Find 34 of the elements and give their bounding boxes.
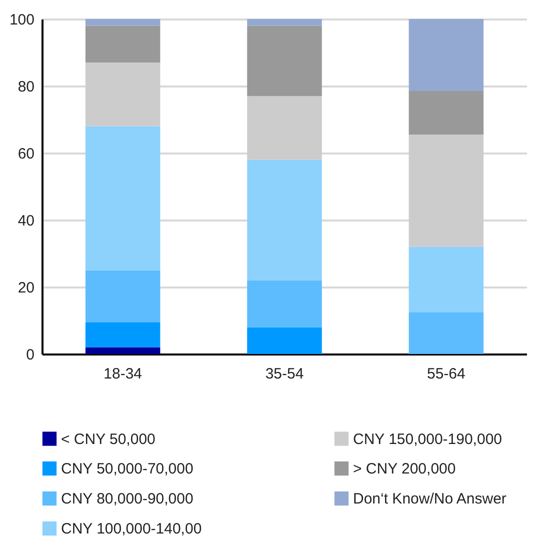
y-tick-label: 0 (26, 346, 34, 364)
bar (408, 91, 484, 135)
legend-label: > CNY 200,000 (353, 460, 456, 478)
x-tick-label: 55-64 (426, 366, 466, 382)
bar (85, 347, 160, 354)
legend-label: CNY 150,000-190,000 (353, 430, 502, 448)
y-tick-label: 20 (18, 280, 34, 296)
bar (85, 19, 160, 26)
y-tick-label: 100 (9, 12, 34, 28)
bar (408, 134, 484, 247)
legend-label: < CNY 50,000 (61, 430, 156, 448)
bar (247, 327, 322, 354)
bar (85, 26, 160, 63)
bar (247, 26, 322, 96)
y-tick-label: 80 (18, 78, 34, 96)
bar (85, 322, 160, 348)
bar (408, 19, 484, 92)
legend-label: CNY 100,000-140,00 (61, 520, 202, 538)
y-tick-label: 60 (18, 146, 34, 162)
legend-label: Don‘t Know/No Answer (353, 490, 506, 508)
bar (85, 126, 160, 270)
x-tick-label: 18-34 (104, 366, 142, 382)
x-tick-label: 35-54 (265, 366, 304, 382)
y-tick-label: 40 (18, 212, 34, 230)
legend-label: CNY 80,000-90,000 (61, 490, 194, 508)
bar (247, 160, 322, 280)
bar (247, 280, 322, 328)
bar (408, 246, 484, 312)
bar (85, 62, 160, 126)
bar (408, 312, 484, 354)
bar (85, 270, 160, 322)
bar (247, 96, 322, 160)
bar (247, 19, 322, 26)
legend-label: CNY 50,000-70,000 (61, 460, 194, 478)
